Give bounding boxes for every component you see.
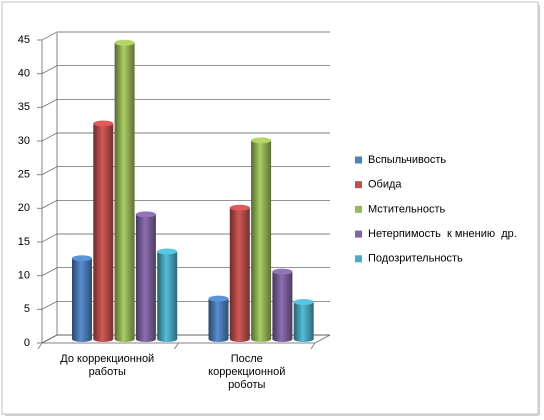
y-tick-label: 15 — [18, 236, 30, 248]
legend-label: Мстительность — [368, 203, 446, 215]
grid-line — [41, 65, 330, 74]
y-tick-label: 0 — [24, 337, 30, 349]
legend-swatch — [355, 181, 362, 189]
y-tick-label: 10 — [18, 270, 30, 282]
y-tick-label: 30 — [18, 135, 30, 147]
legend-label: Вспыльчивость — [368, 154, 446, 166]
grid-line — [41, 98, 330, 108]
bar-top — [272, 268, 293, 275]
bar-top — [93, 120, 114, 127]
y-tick-label: 35 — [18, 101, 30, 113]
y-tick-label: 45 — [18, 34, 30, 46]
grid-line — [41, 31, 330, 41]
legend-swatch — [355, 255, 362, 263]
bar-top — [293, 298, 314, 305]
bar — [272, 271, 293, 342]
legend-swatch — [355, 230, 362, 238]
bar — [293, 301, 314, 342]
legend-swatch — [355, 205, 362, 213]
bar-top — [114, 39, 135, 46]
legend-label: Обида — [368, 179, 402, 191]
bar — [72, 258, 92, 342]
legend-label: Подозрительность — [368, 253, 463, 265]
x-tick-label: После коррекционной роботы — [208, 353, 286, 391]
bar-top — [135, 211, 156, 218]
bar — [157, 251, 178, 342]
y-tick-label: 25 — [18, 169, 30, 181]
bar-top — [251, 137, 272, 144]
bar — [135, 214, 156, 342]
y-tick-label: 5 — [24, 303, 30, 315]
bar — [208, 298, 229, 342]
grid-line — [41, 132, 330, 142]
bar-top — [72, 255, 92, 262]
x-tick — [174, 342, 179, 350]
y-tick-label: 40 — [18, 68, 30, 80]
x-tick — [310, 342, 316, 350]
grid-line — [41, 199, 330, 209]
grid-line — [41, 166, 330, 175]
legend-swatch — [355, 156, 362, 164]
bar — [229, 207, 250, 342]
bar-top — [208, 295, 229, 302]
bar — [251, 140, 272, 342]
x-tick — [37, 342, 43, 350]
bar — [93, 123, 114, 343]
y-tick-label: 20 — [18, 202, 30, 214]
bar — [114, 42, 135, 342]
bar-top — [157, 248, 178, 255]
legend-label: Нетерпимость к мнению др. — [368, 228, 517, 240]
bar-top — [229, 204, 250, 211]
x-tick-label: До коррекционной работы — [60, 353, 155, 378]
